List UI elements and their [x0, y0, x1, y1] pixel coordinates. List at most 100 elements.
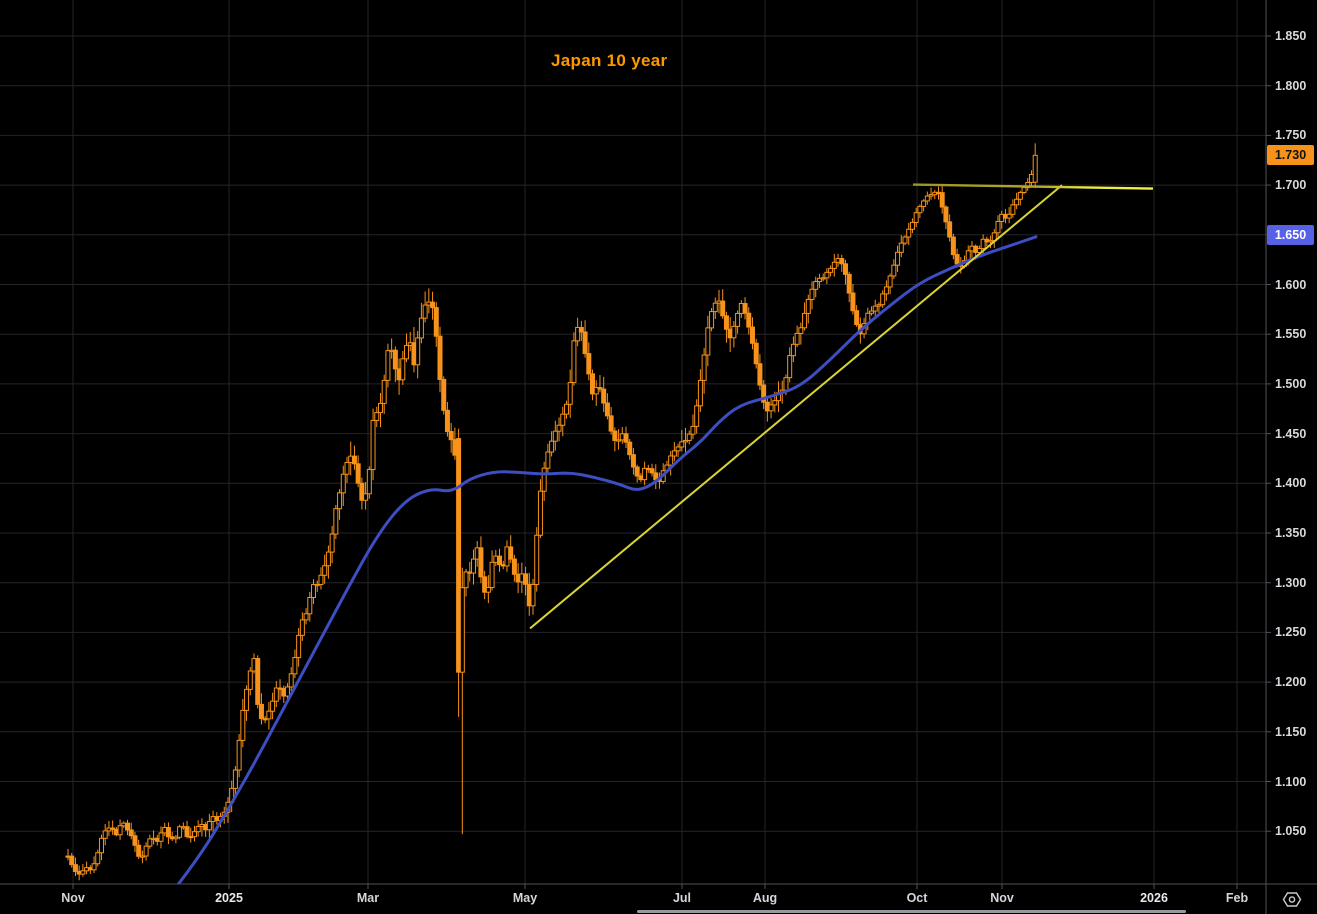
candle [805, 294, 811, 324]
candle [816, 273, 822, 288]
candle [1014, 192, 1020, 210]
candle [917, 204, 923, 218]
candle [165, 822, 171, 845]
candle [173, 834, 179, 844]
candle [418, 302, 424, 344]
candle [385, 343, 391, 388]
time-tick-label: Oct [906, 891, 928, 905]
candle [694, 399, 700, 434]
candle [489, 550, 495, 591]
candle [497, 548, 503, 572]
candle [422, 291, 428, 323]
price-tick-label: 1.500 [1275, 376, 1307, 391]
price-tick-label: 1.200 [1275, 675, 1307, 690]
price-tick-label: 1.550 [1275, 327, 1307, 342]
candle [139, 850, 145, 864]
candle [143, 842, 149, 861]
candle [102, 824, 108, 846]
chart-title[interactable]: Japan 10 year [551, 51, 668, 70]
candle [459, 567, 465, 835]
candle [98, 834, 104, 861]
candle [136, 839, 142, 859]
horizontal-scrollbar[interactable] [637, 910, 1186, 913]
candle [690, 414, 696, 440]
candle [988, 235, 994, 249]
candle [790, 336, 796, 363]
candle [337, 489, 343, 520]
candle [895, 245, 901, 273]
candle [563, 400, 569, 419]
candle [753, 338, 759, 369]
candle [344, 456, 350, 484]
candle [869, 306, 875, 316]
candle [995, 215, 1001, 238]
candle [634, 464, 640, 483]
candle [511, 554, 517, 582]
resistance-trendline[interactable] [912, 183, 1154, 190]
candle [556, 417, 562, 442]
candle [392, 346, 398, 383]
candle [177, 824, 183, 840]
candle [679, 429, 685, 452]
time-tick-label: Jul [672, 891, 692, 905]
candle [91, 856, 97, 873]
candle [1010, 199, 1016, 218]
candle [266, 702, 272, 730]
candle [947, 214, 953, 242]
candle [147, 834, 153, 849]
candle [381, 374, 387, 415]
candle [359, 477, 365, 510]
candle [683, 427, 689, 454]
candle [586, 342, 592, 381]
moving-average-line[interactable] [176, 235, 1038, 886]
candle [578, 320, 584, 341]
ascending-trendline[interactable] [529, 184, 1063, 630]
candle [415, 330, 421, 379]
candle [191, 825, 197, 842]
candle [928, 187, 934, 200]
candle [909, 218, 915, 234]
candle [575, 317, 581, 347]
candle [794, 325, 800, 348]
price-tick-label: 1.800 [1275, 78, 1307, 93]
candle [541, 461, 547, 501]
candle [883, 280, 889, 301]
candle [675, 443, 681, 458]
candle [854, 305, 860, 327]
candle [404, 333, 410, 363]
price-tick-label: 1.750 [1275, 128, 1307, 143]
candle [560, 406, 566, 437]
candle [913, 207, 919, 227]
time-tick-label: Mar [356, 891, 380, 905]
candle [709, 307, 715, 332]
candle [325, 545, 331, 579]
candle [787, 347, 793, 383]
candle [668, 450, 674, 476]
axis-settings-button[interactable] [1266, 884, 1317, 914]
candle [746, 307, 752, 335]
candle [117, 819, 123, 840]
candle [508, 535, 514, 563]
candle [322, 554, 328, 584]
candle [1017, 190, 1023, 206]
candle [273, 681, 279, 708]
candle [236, 734, 242, 778]
candle [887, 273, 893, 295]
candle [456, 428, 462, 717]
candle [240, 698, 246, 748]
candle [891, 259, 897, 280]
candle [642, 461, 648, 486]
time-tick-label: Aug [752, 891, 778, 905]
candle [340, 465, 346, 507]
candle [485, 575, 491, 604]
time-tick-label: May [512, 891, 538, 905]
ma-price-badge: 1.650 [1267, 224, 1314, 245]
candle [110, 820, 116, 835]
candle [363, 481, 369, 510]
candle [612, 427, 618, 452]
candle [329, 525, 335, 564]
candle [311, 579, 317, 604]
price-tick-label: 1.250 [1275, 625, 1307, 640]
